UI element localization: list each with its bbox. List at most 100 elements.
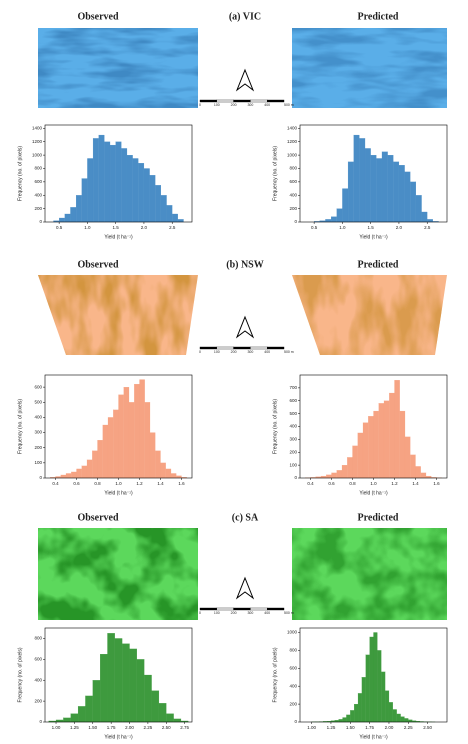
y-tick-label: 1200 xyxy=(32,139,43,144)
y-axis-label: Frequency (no. of pixels) xyxy=(272,146,278,201)
histogram-bar xyxy=(398,165,405,223)
histogram-bar xyxy=(165,468,172,479)
map-body xyxy=(38,28,198,108)
scale-segment xyxy=(199,346,217,350)
scale-segment xyxy=(216,99,234,103)
y-tick-label: 1400 xyxy=(32,126,43,131)
panel-title: (b) NSW xyxy=(226,259,264,270)
x-tick-label: 2.50 xyxy=(423,725,432,730)
histogram-bar xyxy=(369,636,374,723)
x-tick-label: 1.0 xyxy=(84,225,91,230)
scale-segment xyxy=(250,607,268,611)
map-texture xyxy=(38,28,198,108)
histogram-bar xyxy=(71,471,77,479)
x-axis-label: Yield (t ha⁻¹) xyxy=(359,490,388,496)
north-arrow xyxy=(235,68,255,92)
histogram-bar xyxy=(63,717,71,723)
histogram-bar xyxy=(126,155,133,223)
plot-frame xyxy=(44,124,193,223)
histogram-bar xyxy=(368,416,374,479)
y-tick-label: 300 xyxy=(289,437,297,442)
histogram-bar xyxy=(361,677,366,723)
histogram-bar xyxy=(347,457,353,479)
histogram-bar xyxy=(70,713,79,723)
histogram-bar xyxy=(365,654,370,723)
histogram-bar xyxy=(136,659,145,723)
histogram-bar xyxy=(359,138,366,223)
histogram-bar xyxy=(158,703,167,723)
y-axis-label: Frequency (no. of pixels) xyxy=(17,146,23,201)
histogram-bar xyxy=(121,148,128,223)
histogram-bar xyxy=(350,710,355,723)
y-tick-label: 1000 xyxy=(287,152,298,157)
y-tick-label: 600 xyxy=(289,665,297,670)
y-tick-label: 200 xyxy=(289,206,297,211)
y-tick-label: 700 xyxy=(289,385,297,390)
histogram-bar xyxy=(177,219,184,223)
x-tick-label: 0.5 xyxy=(311,225,318,230)
histogram-bar xyxy=(149,175,156,223)
scale-segment xyxy=(250,346,268,350)
histogram-bar xyxy=(427,219,433,223)
histogram-bar xyxy=(81,465,88,479)
histogram-bar xyxy=(100,654,108,723)
histogram-bar xyxy=(381,151,388,223)
histogram-bar xyxy=(399,410,406,479)
y-tick-label: 0 xyxy=(294,719,297,724)
histogram-bar xyxy=(160,195,167,223)
map-body xyxy=(38,275,198,355)
histogram-bar xyxy=(415,195,422,223)
histogram-bar xyxy=(408,719,413,723)
histogram-bar xyxy=(347,161,354,223)
y-tick-label: 200 xyxy=(34,698,42,703)
panel-title: (c) SA xyxy=(232,512,259,523)
map-texture xyxy=(38,275,198,355)
histogram-bar xyxy=(383,400,390,479)
x-tick-label: 1.2 xyxy=(391,481,398,486)
histogram-bar xyxy=(155,185,162,223)
map-body xyxy=(292,528,447,620)
map-texture xyxy=(292,275,447,355)
scale-label: 200 xyxy=(231,350,237,354)
histogram-bar xyxy=(342,717,347,723)
x-tick-label: 1.00 xyxy=(52,725,61,730)
histogram-bar xyxy=(172,213,178,223)
map-body xyxy=(38,528,198,620)
y-tick-label: 200 xyxy=(34,206,42,211)
histogram-bar xyxy=(330,216,337,223)
scale-segment xyxy=(216,346,234,350)
histogram-bar xyxy=(77,706,86,723)
scale-label: 0 xyxy=(199,103,201,107)
x-tick-label: 1.6 xyxy=(178,481,185,486)
yield-map xyxy=(292,28,447,108)
histogram-bar xyxy=(396,713,401,723)
scale-segment xyxy=(199,99,217,103)
y-tick-label: 1400 xyxy=(287,126,298,131)
observed-label: Observed xyxy=(77,11,119,22)
yield-map xyxy=(38,28,198,108)
y-tick-label: 400 xyxy=(34,677,42,682)
x-tick-label: 0.8 xyxy=(349,481,356,486)
map-texture xyxy=(292,528,447,620)
histogram-bar xyxy=(60,474,67,479)
y-tick-label: 200 xyxy=(289,701,297,706)
scale-label: 400 xyxy=(264,611,270,615)
histogram-bar xyxy=(92,450,98,479)
x-tick-label: 0.4 xyxy=(307,481,314,486)
yield-map xyxy=(292,275,447,355)
histogram-bar xyxy=(139,379,145,479)
y-tick-label: 0 xyxy=(39,719,42,724)
x-tick-label: 2.5 xyxy=(169,225,176,230)
histogram-bar xyxy=(410,181,417,223)
histogram-bar xyxy=(114,638,123,723)
scale-label: 200 xyxy=(231,103,237,107)
x-tick-label: 1.75 xyxy=(365,725,374,730)
scale-label: 100 xyxy=(214,611,220,615)
x-tick-label: 1.0 xyxy=(370,481,377,486)
y-tick-label: 400 xyxy=(289,683,297,688)
histogram-bar xyxy=(76,468,82,479)
map-body xyxy=(292,275,447,355)
histogram-bar xyxy=(410,454,416,479)
y-tick-label: 600 xyxy=(34,657,42,662)
predicted-label: Predicted xyxy=(358,11,399,22)
